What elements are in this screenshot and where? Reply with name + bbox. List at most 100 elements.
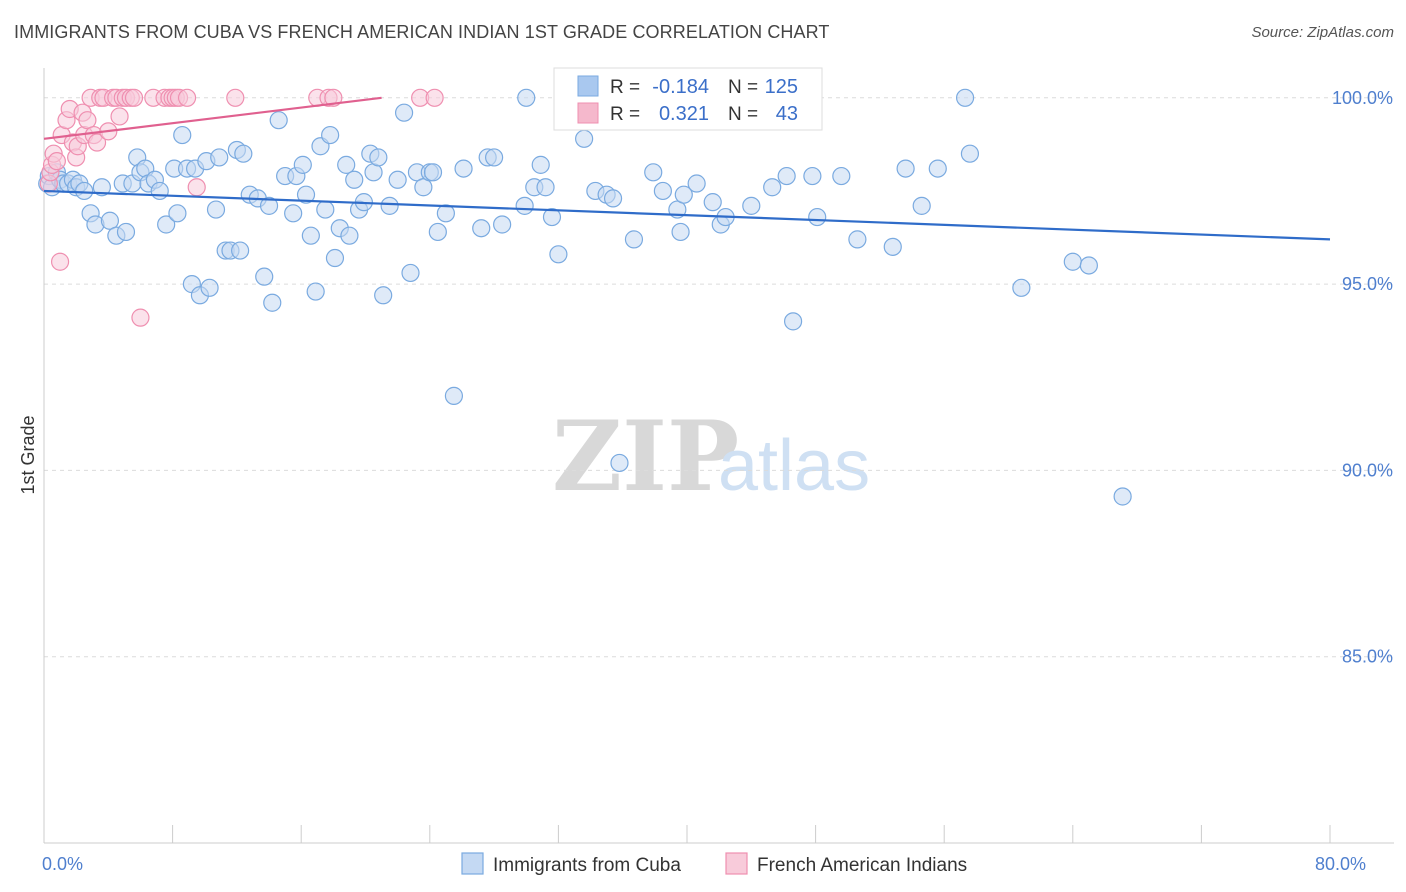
data-point	[374, 286, 393, 305]
stats-n-value: 125	[765, 76, 798, 98]
data-point	[531, 155, 550, 174]
y-tick-label: 95.0%	[1342, 274, 1393, 294]
data-point	[234, 144, 253, 163]
stats-n-value: 43	[776, 103, 798, 125]
data-point	[110, 107, 129, 126]
data-point	[454, 159, 473, 178]
data-point	[955, 88, 975, 107]
data-point	[896, 159, 915, 178]
data-point	[47, 152, 66, 171]
data-point	[210, 148, 229, 167]
data-point	[542, 207, 562, 227]
data-point	[269, 111, 288, 130]
data-point	[517, 88, 536, 107]
data-point	[345, 170, 364, 189]
data-point	[284, 204, 303, 223]
stats-r-value: 0.321	[659, 103, 709, 125]
x-tick-label: 80.0%	[1315, 854, 1366, 874]
data-point	[87, 133, 107, 152]
data-point	[259, 196, 279, 215]
data-point	[1113, 487, 1132, 506]
data-point	[624, 230, 644, 249]
data-point	[575, 129, 594, 148]
data-point	[200, 278, 219, 297]
data-points	[38, 88, 1132, 506]
data-point	[50, 252, 70, 271]
y-tick-label: 85.0%	[1342, 647, 1393, 667]
data-point	[928, 159, 947, 178]
data-point	[549, 245, 568, 264]
data-point	[763, 178, 782, 197]
data-point	[742, 196, 761, 215]
data-point	[226, 88, 245, 107]
data-point	[703, 193, 722, 212]
trend-lines	[43, 96, 1331, 241]
data-point	[380, 196, 399, 215]
stats-swatch	[577, 75, 599, 97]
data-point	[401, 263, 420, 283]
data-point	[306, 282, 325, 301]
data-point	[150, 181, 169, 201]
stats-r-label: R =	[610, 77, 640, 98]
data-point	[777, 166, 796, 186]
data-point	[603, 189, 623, 208]
y-tick-label: 90.0%	[1342, 460, 1393, 480]
data-point	[177, 88, 197, 107]
source-credit: Source: ZipAtlas.com	[1251, 24, 1394, 41]
stats-r-value: -0.184	[652, 76, 709, 98]
data-point	[423, 163, 443, 182]
data-point	[428, 222, 447, 242]
data-point	[255, 267, 274, 286]
data-point	[293, 155, 312, 174]
watermark-zip: ZIP	[552, 400, 739, 513]
data-point	[321, 125, 340, 145]
data-point	[394, 103, 414, 122]
legend-label: Immigrants from Cuba	[493, 855, 681, 876]
data-point	[388, 170, 407, 189]
data-point	[173, 125, 192, 145]
stats-swatch	[577, 102, 599, 124]
data-point	[231, 241, 250, 260]
data-point	[337, 155, 356, 174]
data-point	[493, 215, 512, 234]
data-point	[168, 204, 187, 223]
data-point	[436, 204, 455, 223]
data-point	[116, 222, 136, 242]
trend-line-2	[43, 96, 382, 140]
data-point	[340, 226, 359, 245]
axes	[43, 68, 1394, 844]
legend: Immigrants from Cuba French American Indi…	[461, 852, 967, 876]
legend-swatch	[461, 852, 484, 875]
data-point	[832, 166, 851, 186]
data-point	[92, 178, 111, 197]
x-tick-label: 0.0%	[42, 854, 83, 874]
data-point	[1063, 252, 1082, 271]
data-point	[610, 453, 629, 473]
data-point	[1079, 256, 1098, 275]
trend-line-1	[43, 189, 1331, 241]
data-point	[425, 88, 444, 107]
data-point	[75, 181, 94, 201]
data-point	[316, 200, 335, 219]
data-point	[263, 293, 282, 312]
data-point	[157, 215, 176, 234]
data-point	[783, 312, 803, 331]
data-point	[472, 219, 491, 238]
y-tick-label: 100.0%	[1332, 88, 1393, 108]
data-point	[485, 148, 504, 167]
data-point	[1012, 278, 1031, 297]
data-point	[671, 222, 690, 242]
y-axis-title: 1st Grade	[18, 415, 38, 494]
data-point	[644, 163, 663, 182]
data-point	[803, 166, 822, 186]
legend-label: French American Indians	[757, 855, 967, 876]
data-point	[296, 185, 316, 204]
chart-title: IMMIGRANTS FROM CUBA VS FRENCH AMERICAN …	[14, 22, 830, 42]
data-point	[883, 237, 902, 256]
stats-box-frame	[553, 67, 823, 131]
data-point	[206, 200, 226, 219]
data-point	[187, 178, 206, 197]
data-point	[808, 207, 827, 227]
data-point	[369, 148, 388, 167]
